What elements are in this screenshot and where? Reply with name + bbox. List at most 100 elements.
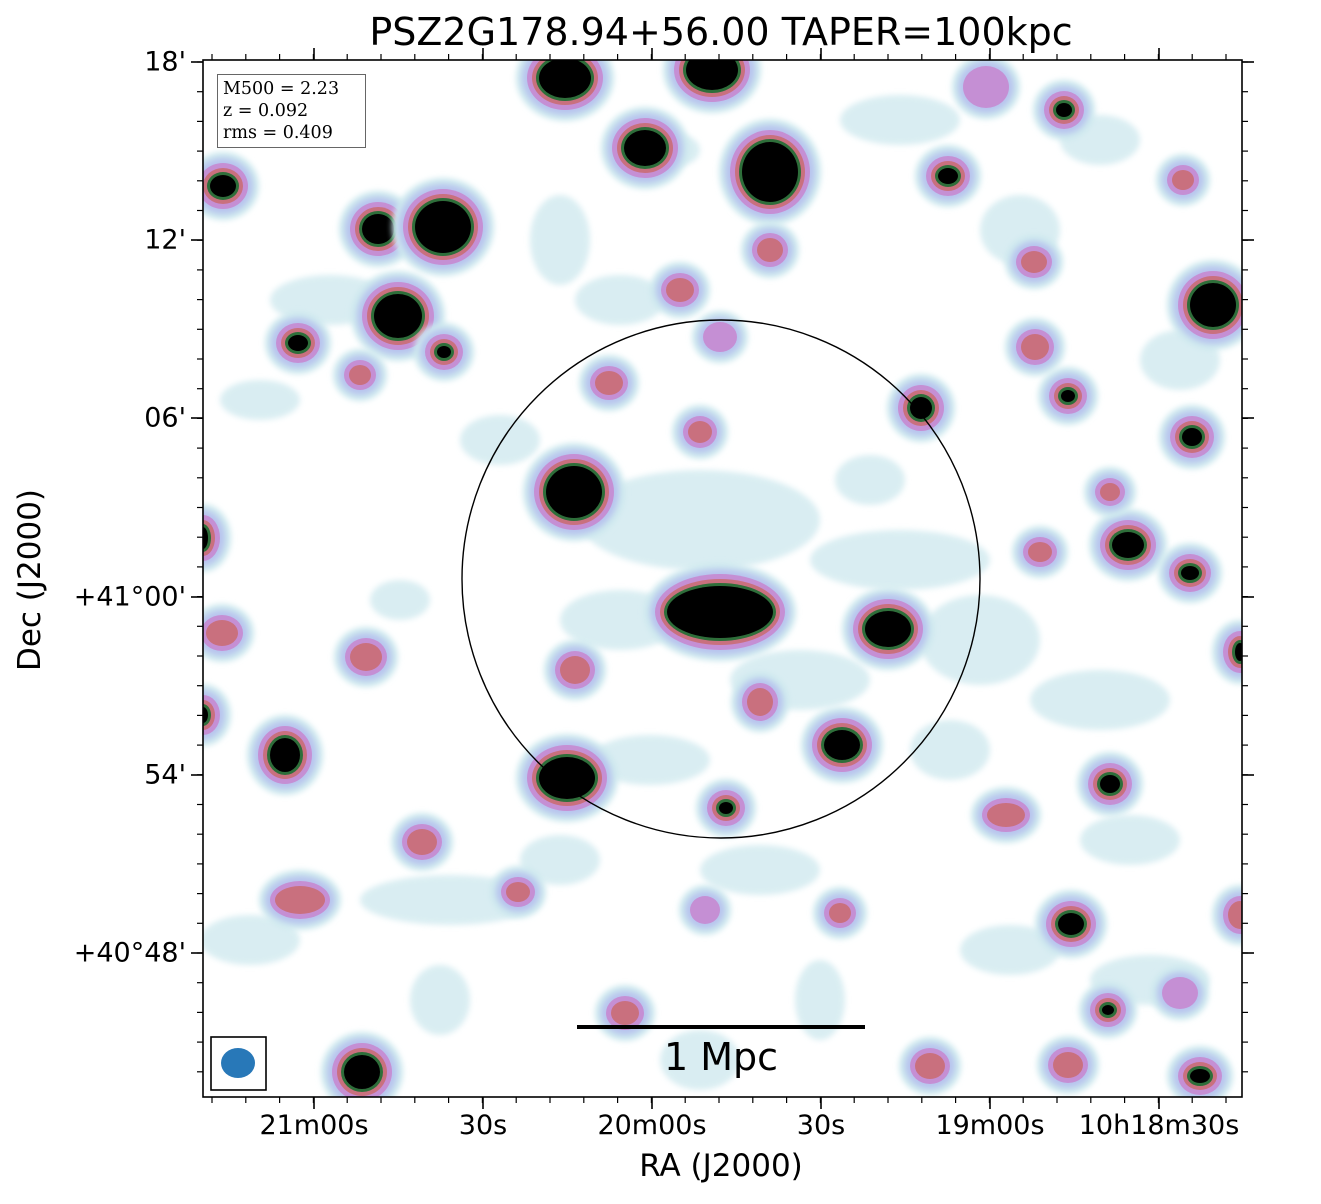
plot-title: PSZ2G178.94+56.00 TAPER=100kpc <box>369 10 1073 54</box>
radio-source <box>971 787 1041 843</box>
faint-emission <box>370 580 430 620</box>
cluster-info-box: M500 = 2.23 z = 0.092 rms = 0.409 <box>217 74 366 148</box>
radio-source <box>595 985 655 1041</box>
radio-source <box>842 588 934 670</box>
x-tick-label: 21m00s <box>259 1110 369 1141</box>
radio-source <box>391 813 453 871</box>
radio-source <box>1033 80 1095 140</box>
beam-ellipse <box>221 1048 255 1078</box>
radio-source <box>392 178 494 276</box>
faint-emission <box>460 415 540 465</box>
scalebar-label: 1 Mpc <box>663 1035 779 1079</box>
faint-emission <box>203 915 300 965</box>
radio-source <box>1038 367 1098 425</box>
radio-source <box>644 563 796 661</box>
faint-emission <box>810 530 990 590</box>
radio-source <box>259 870 341 930</box>
radio-source <box>544 640 606 700</box>
y-tick-label: 12' <box>144 224 186 256</box>
faint-emission <box>960 925 1060 975</box>
faint-emission <box>220 380 300 420</box>
radio-source <box>1158 543 1222 603</box>
y-tick-label: +41°00' <box>73 581 186 613</box>
radio-source <box>952 60 1020 119</box>
radio-source <box>490 866 546 918</box>
radio-source <box>899 1037 961 1095</box>
radio-source <box>516 60 614 121</box>
axes-frame <box>202 59 1243 1098</box>
faint-emission <box>795 960 845 1040</box>
radio-source <box>813 887 867 939</box>
x-axis-label: RA (J2000) <box>639 1148 803 1184</box>
radio-source <box>672 405 728 459</box>
radio-source <box>203 504 231 572</box>
faint-emission <box>1030 670 1170 730</box>
radio-source <box>719 119 821 225</box>
x-tick-label: 30s <box>458 1110 508 1141</box>
radio-source <box>801 707 883 783</box>
faint-emission <box>700 845 820 895</box>
radio-source <box>334 627 398 687</box>
faint-emission <box>910 720 990 780</box>
radio-source <box>523 443 625 541</box>
faint-emission <box>520 835 600 885</box>
y-tick-label: 54' <box>144 759 186 791</box>
radio-source <box>887 374 955 442</box>
y-axis-label: Dec (J2000) <box>12 488 48 672</box>
faint-emission <box>835 455 905 505</box>
radio-source <box>741 222 799 278</box>
radio-source <box>1212 620 1242 684</box>
radio-source <box>731 672 789 732</box>
faint-emission <box>590 735 710 785</box>
radio-source <box>203 604 254 662</box>
x-tick-label: 30s <box>796 1110 846 1141</box>
radio-source <box>650 262 710 318</box>
radio-source <box>1089 509 1167 581</box>
radio-source <box>203 684 231 746</box>
radio-source <box>333 349 387 401</box>
faint-emission <box>530 195 590 285</box>
radio-source <box>915 145 981 207</box>
radio-source <box>265 312 331 374</box>
x-tick-label: 19m00s <box>935 1110 1045 1141</box>
m500-value: M500 = 2.23 <box>223 79 340 99</box>
radio-source <box>247 715 323 795</box>
y-tick-label: +40°48' <box>73 937 186 969</box>
faint-emission <box>575 275 665 325</box>
x-tick-label: 20m00s <box>597 1110 707 1141</box>
faint-emission <box>580 470 820 570</box>
axis-ticks <box>191 48 1254 1109</box>
x-tick-label: 10h18m30s <box>1078 1110 1240 1141</box>
radio-source <box>1156 154 1210 206</box>
faint-emission <box>410 965 470 1035</box>
radio-source <box>1212 885 1242 945</box>
faint-emission <box>920 595 1040 685</box>
faint-emission <box>1080 815 1180 865</box>
radio-source <box>1005 318 1065 376</box>
faint-emission <box>840 95 960 145</box>
radio-emission-layer <box>203 60 1242 1097</box>
rms-value: rms = 0.409 <box>223 123 333 143</box>
radio-source <box>203 152 259 220</box>
radio-source <box>1005 235 1063 289</box>
radio-source <box>1037 1036 1099 1094</box>
radio-source <box>601 107 689 189</box>
radio-source <box>1167 260 1242 350</box>
cluster-aperture-circle <box>461 319 981 839</box>
radio-source <box>1084 467 1136 517</box>
radio-source <box>696 779 756 837</box>
radio-source <box>1079 982 1137 1038</box>
radio-source <box>679 885 731 935</box>
radio-source <box>1151 966 1209 1020</box>
y-tick-label: 18' <box>144 46 186 78</box>
radio-source <box>321 1032 403 1097</box>
radio-source <box>692 311 748 363</box>
radio-source <box>516 734 618 822</box>
radio-source <box>1035 890 1107 958</box>
y-tick-label: 06' <box>144 402 186 434</box>
beam-indicator <box>210 1036 267 1091</box>
radio-source <box>663 60 761 113</box>
radio-source <box>414 323 474 381</box>
radio-source <box>1012 526 1068 578</box>
